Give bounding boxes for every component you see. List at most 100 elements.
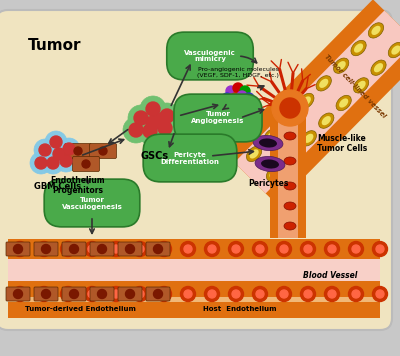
Ellipse shape (284, 132, 296, 140)
Circle shape (328, 245, 336, 253)
Circle shape (132, 287, 148, 302)
Polygon shape (278, 101, 298, 238)
Circle shape (252, 241, 268, 257)
Circle shape (180, 241, 196, 257)
Circle shape (348, 241, 364, 257)
Text: Pericytes: Pericytes (248, 179, 288, 188)
Circle shape (160, 245, 168, 253)
Circle shape (232, 290, 240, 298)
Bar (8, 281, 380, 301)
Circle shape (36, 241, 52, 257)
Circle shape (222, 93, 232, 103)
Circle shape (123, 117, 149, 143)
Circle shape (84, 241, 100, 257)
Circle shape (98, 289, 106, 298)
FancyBboxPatch shape (62, 287, 86, 301)
Circle shape (228, 241, 244, 257)
Circle shape (154, 103, 180, 129)
Text: Tumor
Angiogenesis: Tumor Angiogenesis (191, 111, 245, 125)
Circle shape (237, 91, 247, 101)
FancyBboxPatch shape (72, 157, 100, 172)
Bar (8, 239, 380, 259)
Ellipse shape (319, 113, 334, 128)
Circle shape (63, 143, 75, 155)
FancyBboxPatch shape (34, 287, 58, 301)
Polygon shape (234, 11, 400, 193)
Circle shape (35, 157, 47, 169)
FancyBboxPatch shape (6, 242, 30, 256)
Circle shape (272, 90, 308, 126)
Circle shape (252, 287, 268, 302)
Circle shape (156, 241, 172, 257)
Circle shape (60, 287, 76, 302)
Circle shape (241, 100, 251, 110)
Circle shape (160, 109, 174, 123)
Circle shape (64, 290, 72, 298)
Circle shape (88, 245, 96, 253)
Ellipse shape (284, 148, 299, 164)
Ellipse shape (284, 110, 296, 118)
Circle shape (256, 245, 264, 253)
Circle shape (208, 245, 216, 253)
Text: GSCs: GSCs (141, 151, 169, 161)
FancyBboxPatch shape (62, 242, 86, 256)
Circle shape (47, 157, 59, 169)
Text: Tumor-derived Endothelium: Tumor-derived Endothelium (24, 306, 136, 312)
Circle shape (300, 241, 316, 257)
Circle shape (154, 113, 168, 127)
Circle shape (140, 96, 166, 122)
Circle shape (280, 290, 288, 298)
Circle shape (129, 123, 143, 137)
Circle shape (39, 144, 51, 156)
Circle shape (204, 241, 220, 257)
Ellipse shape (391, 46, 400, 55)
Circle shape (324, 287, 340, 302)
Text: Pericyte
Differentiation: Pericyte Differentiation (160, 152, 220, 164)
Circle shape (324, 241, 340, 257)
Circle shape (160, 290, 168, 298)
Circle shape (99, 147, 107, 155)
Ellipse shape (319, 79, 328, 88)
Ellipse shape (246, 146, 262, 162)
Circle shape (34, 139, 56, 161)
Text: Host  Endothelium: Host Endothelium (203, 306, 277, 312)
Text: Pro-angiogenic molecules
(VEGF, SDF-1, HDGF, etc.): Pro-angiogenic molecules (VEGF, SDF-1, H… (197, 67, 279, 78)
Ellipse shape (302, 96, 311, 106)
Circle shape (16, 290, 24, 298)
Circle shape (134, 111, 148, 125)
Circle shape (244, 93, 254, 103)
Circle shape (42, 289, 50, 298)
Circle shape (226, 100, 236, 110)
Ellipse shape (336, 95, 351, 111)
Circle shape (126, 245, 134, 253)
Circle shape (352, 290, 360, 298)
Circle shape (230, 93, 240, 103)
Ellipse shape (339, 98, 348, 108)
Circle shape (233, 83, 243, 93)
Circle shape (55, 150, 77, 172)
Polygon shape (223, 0, 400, 205)
Bar (8, 259, 380, 281)
Circle shape (376, 290, 384, 298)
Circle shape (156, 287, 172, 302)
Circle shape (108, 241, 124, 257)
Circle shape (154, 289, 162, 298)
Ellipse shape (316, 76, 331, 91)
Ellipse shape (284, 202, 296, 210)
Circle shape (348, 287, 364, 302)
Circle shape (256, 290, 264, 298)
Circle shape (154, 245, 162, 253)
Circle shape (304, 245, 312, 253)
Ellipse shape (287, 151, 296, 161)
FancyBboxPatch shape (0, 10, 392, 330)
Circle shape (232, 245, 240, 253)
Ellipse shape (368, 23, 384, 38)
Circle shape (82, 160, 90, 168)
Circle shape (276, 241, 292, 257)
Text: Tumor
Vasculogenesis: Tumor Vasculogenesis (62, 197, 122, 209)
Ellipse shape (299, 93, 314, 109)
Ellipse shape (284, 114, 294, 123)
Circle shape (126, 289, 134, 298)
Circle shape (132, 241, 148, 257)
Circle shape (98, 245, 106, 253)
